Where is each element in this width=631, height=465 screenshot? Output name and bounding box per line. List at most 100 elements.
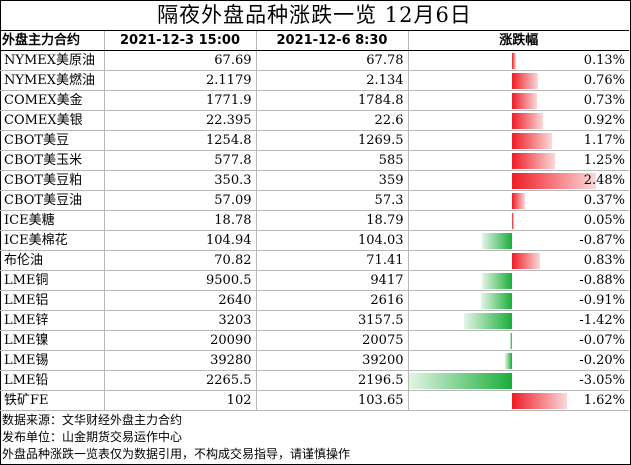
table-row: CBOT美豆油 57.09 57.3 0.37% bbox=[0, 190, 629, 211]
row-name: CBOT美豆 bbox=[0, 130, 105, 151]
row-value-2: 104.03 bbox=[255, 230, 409, 251]
row-name: LME锡 bbox=[0, 350, 105, 371]
row-change: -1.42% bbox=[407, 310, 629, 331]
change-bar bbox=[511, 393, 567, 409]
change-bar bbox=[511, 133, 552, 149]
row-change-percent: -0.20% bbox=[579, 353, 625, 368]
row-value-1: 1771.9 bbox=[103, 90, 257, 111]
row-name: NYMEX美燃油 bbox=[0, 70, 105, 91]
row-value-1: 2265.5 bbox=[103, 370, 257, 391]
table-row: NYMEX美原油 67.69 67.78 0.13% bbox=[0, 50, 629, 71]
table-row: ICE美棉花 104.94 104.03 -0.87% bbox=[0, 230, 629, 251]
row-name: LME镍 bbox=[0, 330, 105, 351]
table-row: CBOT美玉米 577.8 585 1.25% bbox=[0, 150, 629, 171]
change-bar bbox=[511, 213, 514, 229]
change-bar bbox=[511, 93, 537, 109]
row-change: 0.73% bbox=[407, 90, 629, 111]
row-change-percent: -0.87% bbox=[579, 233, 625, 248]
row-name: LME锌 bbox=[0, 310, 105, 331]
change-bar bbox=[511, 153, 555, 169]
row-change: -3.05% bbox=[407, 370, 629, 391]
row-change-percent: -1.42% bbox=[579, 313, 625, 328]
row-change: -0.91% bbox=[407, 290, 629, 311]
row-value-2: 2.134 bbox=[255, 70, 409, 91]
row-value-2: 22.6 bbox=[255, 110, 409, 131]
row-name: COMEX美银 bbox=[0, 110, 105, 131]
row-change: -0.88% bbox=[407, 270, 629, 291]
row-name: LME铝 bbox=[0, 290, 105, 311]
row-change-percent: 0.83% bbox=[583, 253, 625, 268]
row-value-2: 39200 bbox=[255, 350, 409, 371]
row-change-percent: -3.05% bbox=[579, 373, 625, 388]
change-bar bbox=[511, 193, 525, 209]
row-change-percent: 0.76% bbox=[583, 73, 625, 88]
table-row: LME铜 9500.5 9417 -0.88% bbox=[0, 270, 629, 291]
row-value-1: 9500.5 bbox=[103, 270, 257, 291]
row-value-1: 2640 bbox=[103, 290, 257, 311]
change-bar bbox=[481, 273, 512, 289]
row-change: 0.37% bbox=[407, 190, 629, 211]
header-date1: 2021-12-3 15:00 bbox=[103, 31, 257, 51]
table-row: ICE美糖 18.78 18.79 0.05% bbox=[0, 210, 629, 231]
row-change: 1.62% bbox=[407, 390, 629, 411]
row-value-2: 71.41 bbox=[255, 250, 409, 271]
table-row: LME铅 2265.5 2196.5 -3.05% bbox=[0, 370, 629, 391]
change-bar bbox=[504, 353, 512, 369]
header-change: 涨跌幅 bbox=[407, 31, 629, 51]
table-row: NYMEX美燃油 2.1179 2.134 0.76% bbox=[0, 70, 629, 91]
table-row: LME铝 2640 2616 -0.91% bbox=[0, 290, 629, 311]
row-change-percent: 0.92% bbox=[583, 113, 625, 128]
row-change-percent: 0.13% bbox=[583, 53, 625, 68]
change-bar bbox=[480, 293, 512, 309]
header-date2: 2021-12-6 8:30 bbox=[255, 31, 409, 51]
change-bar bbox=[509, 333, 512, 349]
row-change: -0.87% bbox=[407, 230, 629, 251]
row-value-2: 1269.5 bbox=[255, 130, 409, 151]
row-change-percent: -0.91% bbox=[579, 293, 625, 308]
change-bar bbox=[511, 173, 596, 189]
row-change-percent: 2.48% bbox=[583, 173, 625, 188]
row-name: ICE美糖 bbox=[0, 210, 105, 231]
row-value-1: 70.82 bbox=[103, 250, 257, 271]
table-row: 布伦油 70.82 71.41 0.83% bbox=[0, 250, 629, 271]
row-value-2: 9417 bbox=[255, 270, 409, 291]
row-change-percent: 1.17% bbox=[583, 133, 625, 148]
row-name: COMEX美金 bbox=[0, 90, 105, 111]
page-title: 隔夜外盘品种涨跌一览 12月6日 bbox=[0, 0, 629, 31]
row-value-1: 1254.8 bbox=[103, 130, 257, 151]
row-change: 0.83% bbox=[407, 250, 629, 271]
row-change: 0.13% bbox=[407, 50, 629, 71]
row-value-1: 577.8 bbox=[103, 150, 257, 171]
table-row: COMEX美金 1771.9 1784.8 0.73% bbox=[0, 90, 629, 111]
row-value-1: 350.3 bbox=[103, 170, 257, 191]
row-change: 0.92% bbox=[407, 110, 629, 131]
row-value-2: 18.79 bbox=[255, 210, 409, 231]
row-value-2: 103.65 bbox=[255, 390, 409, 411]
change-bar bbox=[511, 253, 540, 269]
change-bar bbox=[511, 113, 543, 129]
row-value-1: 57.09 bbox=[103, 190, 257, 211]
footer-publisher: 发布单位：山金期货交易运作中心 bbox=[2, 430, 183, 444]
table-row: CBOT美豆 1254.8 1269.5 1.17% bbox=[0, 130, 629, 151]
row-value-2: 67.78 bbox=[255, 50, 409, 71]
row-change-percent: 1.25% bbox=[583, 153, 625, 168]
row-value-1: 2.1179 bbox=[103, 70, 257, 91]
row-value-1: 67.69 bbox=[103, 50, 257, 71]
row-name: ICE美棉花 bbox=[0, 230, 105, 251]
table-row: LME镍 20090 20075 -0.07% bbox=[0, 330, 629, 351]
row-value-2: 20075 bbox=[255, 330, 409, 351]
row-value-1: 39280 bbox=[103, 350, 257, 371]
row-value-2: 3157.5 bbox=[255, 310, 409, 331]
row-value-2: 2616 bbox=[255, 290, 409, 311]
row-value-1: 3203 bbox=[103, 310, 257, 331]
row-change-percent: -0.07% bbox=[579, 333, 625, 348]
row-change: 1.17% bbox=[407, 130, 629, 151]
table-row: LME锌 3203 3157.5 -1.42% bbox=[0, 310, 629, 331]
row-name: 铁矿FE bbox=[0, 390, 105, 411]
row-change-percent: 0.37% bbox=[583, 193, 625, 208]
row-value-2: 585 bbox=[255, 150, 409, 171]
footer-source: 数据来源：文华财经外盘主力合约 bbox=[2, 413, 183, 427]
row-change-percent: 1.62% bbox=[583, 393, 625, 408]
row-value-1: 22.395 bbox=[103, 110, 257, 131]
table-row: 铁矿FE 102 103.65 1.62% bbox=[0, 390, 629, 411]
